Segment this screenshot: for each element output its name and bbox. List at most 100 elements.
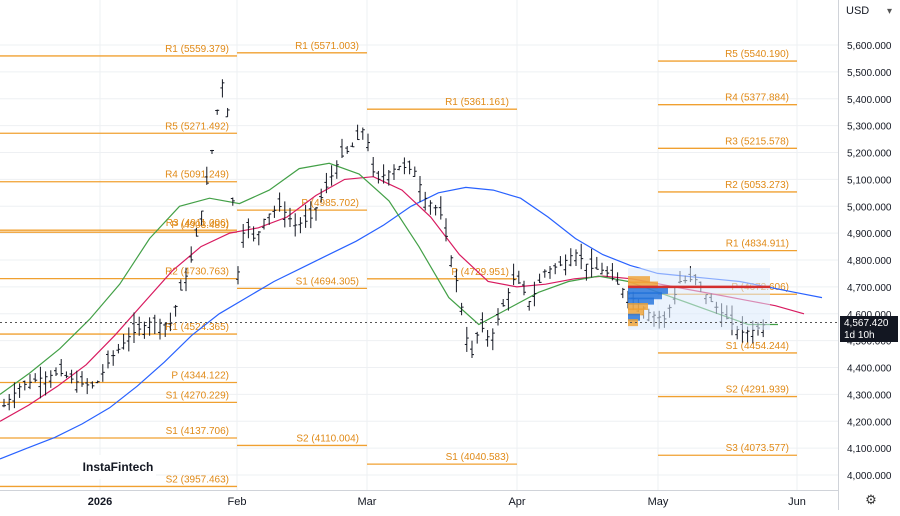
volume-profile-bar bbox=[628, 303, 648, 310]
ohlc-bar bbox=[610, 263, 615, 281]
time-tick-label: Feb bbox=[228, 496, 247, 508]
ohlc-bar bbox=[100, 364, 105, 382]
pivot-level-label: R1 (5361.161) bbox=[445, 97, 509, 108]
ohlc-bar bbox=[496, 308, 500, 326]
pivot-level-label: R1 (4524.365) bbox=[165, 322, 229, 333]
ohlc-bar bbox=[620, 287, 625, 299]
ohlc-bar bbox=[459, 302, 464, 316]
ohlc-bar bbox=[480, 312, 485, 333]
pivot-level-label: R1 (4834.911) bbox=[726, 239, 789, 250]
ohlc-bar bbox=[568, 248, 573, 267]
price-tick-label: 4,700.000 bbox=[847, 283, 892, 294]
ohlc-bar bbox=[17, 383, 22, 398]
pivot-level-label: P (4344.122) bbox=[171, 371, 229, 382]
ohlc-bar bbox=[116, 343, 121, 354]
ohlc-bar bbox=[464, 326, 469, 352]
pivot-level-label: R5 (5540.190) bbox=[725, 49, 789, 60]
ohlc-bar bbox=[386, 169, 391, 186]
pivot-level-label: R1 (5571.003) bbox=[295, 41, 359, 52]
instafintech-logo: InstaFintech bbox=[80, 455, 156, 479]
ohlc-bar bbox=[288, 207, 292, 228]
ohlc-bar bbox=[329, 165, 334, 186]
pivot-level-label: S1 (4454.244) bbox=[726, 341, 789, 352]
pivot-level-label: R5 (5271.492) bbox=[165, 121, 229, 132]
ohlc-bar bbox=[194, 227, 199, 237]
ohlc-bar bbox=[147, 317, 152, 336]
ohlc-bar bbox=[319, 188, 324, 203]
plot-area[interactable]: R1 (5559.379) R5 (5271.492) R4 (5091.249) P… bbox=[0, 0, 838, 490]
price-axis[interactable]: 4,000.000 4,100.000 4,200.000 4,300.000 4,40… bbox=[838, 0, 900, 510]
pivot-level-label: S2 (4291.939) bbox=[726, 385, 789, 396]
ohlc-bar bbox=[236, 266, 240, 285]
ohlc-bar bbox=[246, 218, 251, 239]
ohlc-bar bbox=[553, 263, 558, 275]
ohlc-bar bbox=[293, 213, 298, 237]
volume-profile-bar bbox=[628, 308, 644, 316]
volume-profile-bar bbox=[628, 297, 654, 305]
price-tick-label: 5,400.000 bbox=[847, 95, 892, 106]
ohlc-bar bbox=[428, 200, 433, 215]
ohlc-bar bbox=[418, 175, 422, 203]
pivot-level-label: R3 (5215.578) bbox=[725, 136, 789, 147]
price-axis-svg: 4,000.000 4,100.000 4,200.000 4,300.000 4,40… bbox=[847, 41, 892, 482]
ohlc-bar bbox=[204, 166, 209, 185]
ohlc-bar bbox=[324, 172, 329, 194]
ohlc-bar bbox=[12, 382, 17, 409]
ohlc-bar bbox=[537, 273, 542, 283]
pivot-level-label: P (4985.702) bbox=[301, 198, 359, 209]
ohlc-bar bbox=[210, 149, 214, 154]
ohlc-bar bbox=[282, 201, 287, 228]
ohlc-bar bbox=[152, 314, 157, 335]
ohlc-bar bbox=[532, 281, 537, 307]
ohlc-bar bbox=[267, 213, 272, 225]
ohlc-bar bbox=[355, 124, 360, 141]
ohlc-bar bbox=[54, 367, 58, 377]
ohlc-bar bbox=[340, 138, 344, 158]
ohlc-bar bbox=[199, 210, 204, 226]
currency-label: USD bbox=[846, 5, 870, 17]
time-tick-label: Apr bbox=[508, 496, 525, 508]
price-tick-label: 4,300.000 bbox=[847, 390, 892, 401]
time-tick-label: Mar bbox=[358, 496, 377, 508]
ohlc-bar bbox=[490, 328, 495, 351]
ohlc-bar bbox=[527, 300, 532, 311]
volume-profile-bar bbox=[628, 319, 638, 327]
pivot-level-label: R4 (5091.249) bbox=[165, 170, 229, 181]
ohlc-bar bbox=[220, 79, 225, 98]
price-tick-label: 4,200.000 bbox=[847, 417, 892, 428]
pivot-level-label: R4 (5377.884) bbox=[725, 93, 789, 104]
ohlc-bar bbox=[173, 304, 178, 317]
ohlc-bar bbox=[516, 270, 521, 284]
pivot-level-label: S1 (4137.706) bbox=[166, 426, 229, 437]
ohlc-bar bbox=[121, 334, 126, 350]
ohlc-bar bbox=[589, 248, 594, 278]
ohlc-bar bbox=[69, 369, 74, 384]
ohlc-bar bbox=[95, 380, 100, 384]
ohlc-bar bbox=[522, 280, 526, 296]
ohlc-bar bbox=[449, 255, 454, 268]
ohlc-bar bbox=[28, 374, 32, 390]
ohlc-bar bbox=[501, 299, 506, 307]
ohlc-bar bbox=[33, 373, 38, 383]
pivot-level-label: S3 (4073.577) bbox=[726, 443, 789, 454]
ohlc-bar bbox=[74, 370, 79, 393]
volume-profile-bar bbox=[628, 313, 640, 321]
ohlc-bar bbox=[106, 350, 110, 369]
volume-profile-bar bbox=[628, 276, 650, 284]
ohlc-bar bbox=[303, 204, 308, 228]
ohlc-bar bbox=[64, 371, 69, 379]
pivot-level-label: R1 (5559.379) bbox=[165, 44, 229, 55]
ohlc-bar bbox=[241, 223, 246, 248]
ohlc-bar bbox=[506, 288, 511, 311]
settings-gear-icon[interactable]: ⚙ bbox=[865, 492, 877, 507]
price-tick-label: 5,600.000 bbox=[847, 41, 892, 52]
volume-profile-bar bbox=[628, 292, 662, 300]
time-axis[interactable]: 2026 Feb Mar Apr May Jun bbox=[0, 490, 838, 511]
currency-select[interactable]: USD ▾ bbox=[842, 2, 896, 20]
ohlc-bar bbox=[397, 165, 402, 171]
price-tick-label: 4,100.000 bbox=[847, 444, 892, 455]
ohlc-bar bbox=[48, 370, 53, 388]
chevron-down-icon: ▾ bbox=[886, 5, 892, 17]
ohlc-bar bbox=[132, 312, 136, 343]
